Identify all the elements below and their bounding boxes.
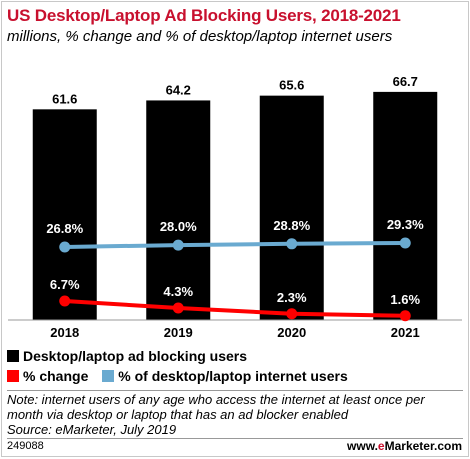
share-label-2018: 26.8% (46, 221, 83, 236)
chart-plot: 61.6 64.2 65.6 66.7 26.8% 28.0% 28.8% 29.3% 6.7%… (8, 74, 462, 340)
change-label-2021: 1.6% (390, 292, 420, 307)
share-line (64, 241, 406, 249)
change-label-2019: 4.3% (163, 284, 193, 299)
note-divider (7, 390, 463, 391)
share-point-2019 (172, 239, 184, 251)
bar-label-2021: 66.7 (393, 74, 418, 89)
change-label-2018: 6.7% (50, 277, 80, 292)
legend-item-change: % change (7, 368, 88, 384)
change-point-2019 (172, 302, 184, 314)
brand-rest: Marketer (384, 439, 434, 453)
footer-divider (7, 438, 463, 439)
chart-note: Note: internet users of any age who acce… (7, 392, 462, 437)
brand-prefix: www. (347, 439, 378, 453)
x-tick-label-2019: 2019 (164, 325, 193, 340)
bar-2020 (259, 95, 324, 320)
share-label-2019: 28.0% (160, 219, 197, 234)
x-tick-label-2020: 2020 (277, 325, 306, 340)
source-text: Source: eMarketer, July 2019 (7, 422, 177, 437)
chart-title: US Desktop/Laptop Ad Blocking Users, 201… (7, 6, 401, 25)
legend-label-share: % of desktop/laptop internet users (118, 368, 348, 384)
legend-row-1: Desktop/laptop ad blocking users (7, 348, 257, 364)
bar-2021 (373, 91, 438, 320)
legend-swatch-share (102, 370, 115, 382)
bar-label-2019: 64.2 (166, 82, 191, 97)
change-line (64, 299, 406, 318)
change-point-2020 (286, 308, 298, 320)
share-point-2018 (59, 241, 71, 253)
legend-label-change: % change (23, 368, 89, 384)
x-tick-label-2021: 2021 (391, 325, 420, 340)
x-tick-label-2018: 2018 (50, 325, 79, 340)
chart-id: 249088 (7, 440, 44, 452)
bar-2018 (32, 109, 97, 320)
share-label-2020: 28.8% (273, 218, 310, 233)
brand-e: e (377, 439, 385, 453)
bar-label-2020: 65.6 (279, 78, 304, 93)
legend-item-share: % of desktop/laptop internet users (102, 368, 348, 384)
brand-suffix: .com (433, 439, 462, 453)
legend-item-bars: Desktop/laptop ad blocking users (7, 348, 247, 364)
legend-swatch-bars (7, 350, 19, 362)
chart-subtitle: millions, % change and % of desktop/lapt… (7, 28, 393, 45)
bar-2019 (146, 100, 211, 320)
share-label-2021: 29.3% (387, 217, 424, 232)
brand-link[interactable]: www.eMarketer.com (347, 439, 462, 453)
change-point-2021 (399, 310, 411, 322)
legend-row-2: % change % of desktop/laptop internet us… (7, 368, 358, 384)
legend-label-bars: Desktop/laptop ad blocking users (23, 348, 248, 364)
note-text: Note: internet users of any age who acce… (7, 392, 425, 422)
change-label-2020: 2.3% (277, 290, 307, 305)
share-point-2020 (286, 238, 298, 250)
bar-label-2018: 61.6 (52, 91, 77, 106)
legend-swatch-change (7, 370, 19, 382)
share-point-2021 (399, 237, 411, 249)
change-point-2018 (59, 295, 71, 307)
